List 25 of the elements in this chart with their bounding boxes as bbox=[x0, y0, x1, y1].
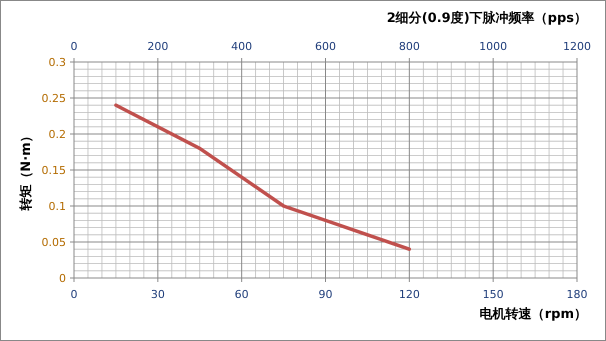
y-tick-label: 0 bbox=[59, 272, 66, 285]
y-tick-label: 0.3 bbox=[48, 56, 66, 69]
x-axis-title: 电机转速（rpm） bbox=[480, 307, 587, 322]
x2-tick-label: 600 bbox=[315, 40, 336, 53]
x-tick-label: 120 bbox=[398, 288, 420, 301]
y-tick-label: 0.15 bbox=[42, 164, 66, 177]
y-tick-label: 0.2 bbox=[48, 128, 66, 141]
x-tick-label: 90 bbox=[318, 288, 332, 301]
x2-tick-label: 0 bbox=[70, 40, 78, 53]
x2-tick-label: 400 bbox=[231, 40, 252, 53]
line-series bbox=[114, 103, 412, 251]
x-tick-label: 150 bbox=[482, 288, 504, 301]
x2-tick-label: 1000 bbox=[479, 40, 508, 53]
x-tick-label: 180 bbox=[566, 288, 588, 301]
x2-tick-label: 1200 bbox=[563, 40, 591, 53]
y-tick-label: 0.1 bbox=[48, 200, 66, 213]
x2-axis-title: 2细分(0.9度)下脉冲频率（pps） bbox=[386, 10, 587, 26]
x-tick-label: 60 bbox=[234, 288, 249, 301]
x-tick-label: 0 bbox=[70, 288, 78, 301]
y-tick-label: 0.25 bbox=[42, 92, 66, 105]
x-tick-label: 30 bbox=[150, 288, 165, 301]
y-tick-label: 0.05 bbox=[42, 236, 66, 249]
x2-tick-label: 800 bbox=[398, 40, 420, 53]
y-axis-title: 转矩（N·m） bbox=[19, 129, 34, 212]
x2-tick-label: 200 bbox=[147, 40, 168, 53]
